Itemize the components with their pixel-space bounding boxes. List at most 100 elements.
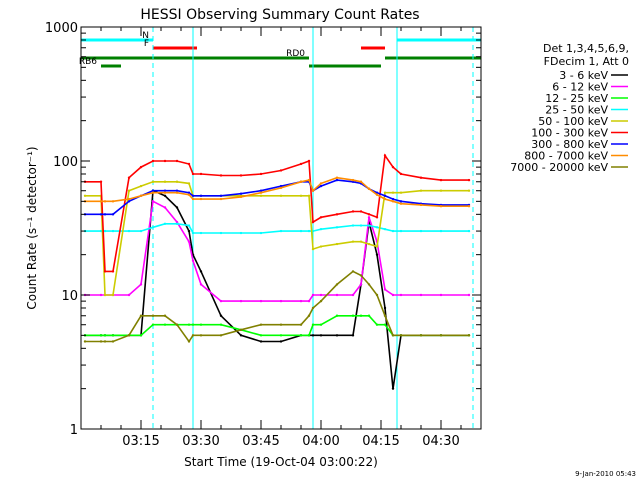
data-point — [239, 192, 243, 195]
data-point — [307, 314, 311, 317]
data-point — [219, 174, 223, 177]
data-point — [219, 314, 223, 317]
data-point — [239, 231, 243, 235]
data-point — [163, 222, 167, 225]
footer-date: 9-Jan-2010 05:43 — [575, 470, 636, 478]
legend-label: 25 - 50 keV — [545, 104, 608, 117]
legend-label: 7000 - 20000 keV — [510, 161, 608, 174]
data-point — [151, 159, 155, 163]
data-point — [375, 226, 379, 229]
data-point — [359, 314, 363, 317]
data-point — [139, 314, 143, 317]
data-point — [391, 165, 395, 169]
data-point — [199, 197, 203, 201]
data-point — [351, 334, 355, 337]
data-point — [239, 195, 243, 199]
data-point — [99, 200, 103, 203]
data-point — [163, 206, 167, 209]
y-tick-label: 1000 — [45, 21, 78, 36]
data-point — [187, 162, 191, 166]
data-point — [439, 204, 443, 208]
flag-label-rd0: RD0 — [286, 49, 305, 59]
data-point — [151, 200, 155, 203]
y-tick-label: 100 — [53, 155, 78, 170]
data-point — [351, 293, 355, 297]
data-point — [375, 253, 379, 256]
data-point — [279, 184, 283, 188]
data-point — [335, 213, 339, 216]
data-point — [175, 180, 179, 183]
data-point — [335, 283, 339, 286]
data-point — [279, 323, 283, 326]
legend-label: 50 - 100 keV — [538, 115, 608, 128]
x-axis-label: Start Time (19-Oct-04 03:00:22) — [184, 455, 378, 469]
data-point — [259, 191, 263, 194]
data-point — [299, 229, 303, 233]
data-point — [279, 229, 283, 233]
data-point — [139, 283, 143, 286]
legend: Det 1,3,4,5,6,9,FDecim 1, Att 03 - 6 keV… — [510, 42, 629, 174]
data-point — [163, 159, 167, 163]
data-point — [311, 247, 315, 251]
data-point — [399, 202, 403, 205]
data-point — [191, 231, 195, 235]
data-point — [103, 293, 107, 297]
data-point — [111, 229, 115, 233]
data-point — [151, 180, 155, 183]
data-point — [383, 306, 387, 310]
data-point — [319, 293, 323, 297]
data-point — [467, 204, 471, 208]
data-point — [351, 240, 355, 243]
data-point — [199, 194, 203, 197]
data-point — [199, 283, 203, 286]
data-point — [399, 172, 403, 176]
data-point — [219, 194, 223, 197]
data-point — [151, 314, 155, 317]
x-tick-label: 03:30 — [182, 434, 219, 449]
data-point — [175, 206, 179, 209]
data-point — [111, 340, 115, 343]
data-point — [151, 189, 155, 192]
data-point — [319, 227, 323, 231]
data-point — [175, 189, 179, 192]
x-tick-label: 03:45 — [242, 434, 279, 449]
data-point — [391, 334, 395, 337]
y-tick-label: 1 — [70, 423, 78, 438]
data-point — [111, 213, 115, 216]
data-point — [307, 299, 311, 303]
data-point — [279, 299, 283, 303]
data-point — [351, 314, 355, 317]
data-point — [367, 314, 371, 317]
data-point — [175, 220, 179, 224]
data-point — [419, 229, 423, 233]
data-point — [307, 334, 311, 337]
data-point — [359, 274, 363, 277]
data-point — [259, 340, 263, 343]
data-point — [187, 340, 191, 343]
data-point — [307, 194, 311, 197]
legend-label: 300 - 800 keV — [531, 138, 608, 151]
flag-label-rb6: RB6 — [79, 57, 97, 67]
data-point — [467, 334, 471, 337]
data-point — [467, 189, 471, 192]
data-point — [103, 213, 107, 216]
flag-label-f: F — [144, 39, 149, 49]
legend-label: 800 - 7000 keV — [524, 150, 608, 163]
data-point — [299, 323, 303, 326]
data-point — [375, 216, 379, 219]
data-point — [111, 334, 115, 337]
data-point — [175, 222, 179, 225]
data-point — [319, 216, 323, 219]
data-point — [391, 293, 395, 297]
data-point — [367, 224, 371, 227]
data-point — [219, 323, 223, 326]
data-point — [359, 224, 363, 227]
data-point — [191, 172, 195, 176]
data-point — [279, 194, 283, 197]
data-point — [383, 194, 387, 197]
data-point — [219, 299, 223, 303]
data-point — [439, 293, 443, 297]
data-point — [335, 226, 339, 229]
data-point — [319, 299, 323, 303]
data-point — [299, 194, 303, 197]
